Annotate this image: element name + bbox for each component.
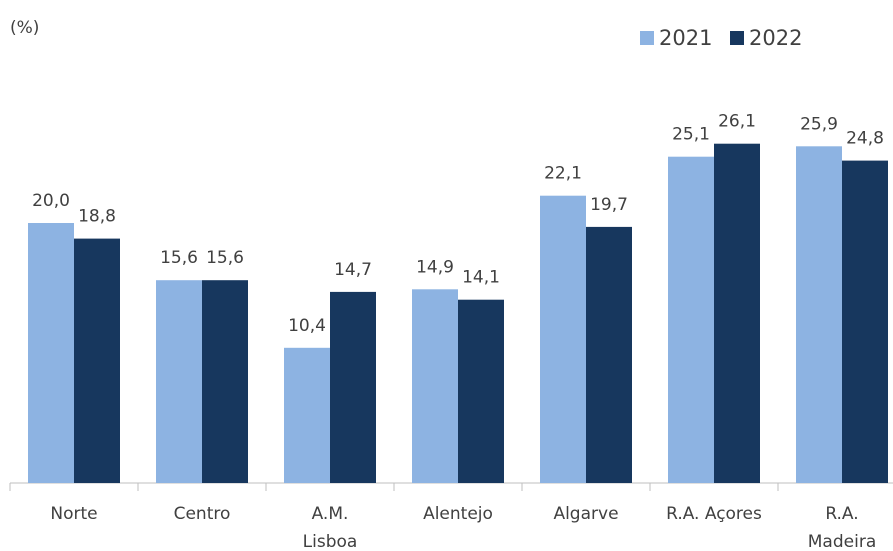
- legend-swatch: [730, 31, 744, 45]
- bar: [796, 146, 842, 484]
- value-label: 25,9: [800, 114, 838, 134]
- bar: [842, 160, 888, 483]
- bar: [540, 195, 586, 483]
- bar: [284, 347, 330, 483]
- legend-swatch: [640, 31, 654, 45]
- x-tick-label: Alentejo: [423, 504, 493, 524]
- value-label: 14,1: [462, 268, 500, 288]
- bar: [330, 291, 376, 483]
- x-tick-label: R.A. Madeira: [807, 504, 877, 551]
- x-tick-label: A.M. Lisboa: [302, 504, 358, 551]
- legend-label: 2021: [659, 26, 712, 50]
- value-label: 22,1: [544, 164, 582, 184]
- x-tick-label: Algarve: [553, 504, 619, 524]
- value-label: 10,4: [288, 316, 326, 336]
- bar: [714, 143, 760, 483]
- value-label: 26,1: [718, 112, 756, 132]
- value-label: 15,6: [206, 248, 244, 268]
- value-label: 18,8: [78, 207, 116, 227]
- y-axis-label: (%): [10, 18, 39, 38]
- x-tick-label: R.A. Açores: [666, 504, 762, 524]
- bar: [74, 238, 120, 483]
- value-label: 25,1: [672, 125, 710, 145]
- bar: [202, 280, 248, 483]
- bar: [412, 289, 458, 483]
- x-tick-label: Centro: [173, 504, 231, 524]
- bar: [668, 156, 714, 483]
- value-label: 19,7: [590, 195, 628, 215]
- x-tick-label: Norte: [50, 504, 98, 524]
- bar: [586, 226, 632, 483]
- value-label: 14,9: [416, 257, 454, 277]
- value-label: 24,8: [846, 129, 884, 149]
- bar: [156, 280, 202, 483]
- bar: [458, 299, 504, 483]
- value-label: 20,0: [32, 191, 70, 211]
- value-label: 15,6: [160, 248, 198, 268]
- bar: [28, 223, 74, 483]
- value-label: 14,7: [334, 260, 372, 280]
- legend-label: 2022: [749, 26, 802, 50]
